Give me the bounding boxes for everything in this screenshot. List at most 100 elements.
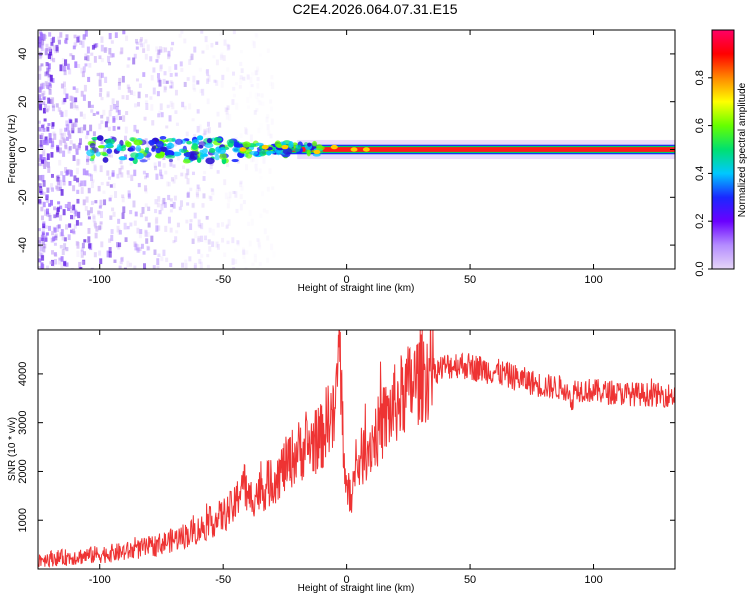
spectrogram-noise-point (45, 71, 49, 75)
spectrogram-noise-point (55, 44, 59, 52)
spectrogram-noise-point (208, 227, 212, 233)
spectrogram-band-blob (316, 145, 325, 151)
spectrogram-noise-point (211, 228, 215, 236)
spectrogram-noise-point (208, 246, 212, 252)
spectrogram-noise-point (221, 222, 225, 227)
spectrogram-noise-point (41, 39, 45, 46)
spectrogram-noise-point (53, 258, 57, 265)
spectrogram-noise-point (42, 191, 46, 196)
spectrogram-noise-point (184, 259, 188, 263)
spectrogram-noise-point (224, 107, 228, 113)
spectrogram-noise-point (167, 53, 171, 60)
spectrogram-noise-point (133, 169, 137, 177)
spectrogram-noise-point (81, 71, 85, 78)
spectrogram-noise-point (59, 32, 63, 38)
spectrogram-noise-point (249, 77, 252, 84)
spectrogram-band-blob (125, 141, 132, 148)
spectrogram-noise-point (58, 147, 62, 154)
spectrogram-noise-point (52, 105, 56, 112)
spectrogram-noise-point (65, 120, 69, 127)
spectrogram-band-blob (96, 135, 104, 142)
spectrogram-noise-point (142, 48, 146, 53)
spectrogram-noise-point (144, 138, 148, 145)
spectrogram-noise-point (173, 195, 177, 201)
y-tick-label: 20 (17, 96, 29, 108)
spectrogram-noise-point (122, 206, 126, 213)
spectrogram-noise-point (196, 194, 200, 199)
spectrogram-noise-point (137, 91, 141, 99)
spectrogram-noise-point (57, 201, 61, 205)
spectrogram-noise-point (96, 111, 100, 115)
spectrogram-noise-point (38, 183, 42, 187)
spectrogram-band-blob (98, 145, 105, 149)
spectrogram-noise-point (89, 124, 93, 132)
spectrogram-noise-point (270, 244, 273, 250)
spectrogram-band-blob (135, 145, 142, 152)
spectrogram-noise-point (63, 65, 67, 72)
spectrogram-noise-point (120, 150, 124, 154)
spectrogram-noise-point (189, 55, 193, 61)
spectrogram-noise-point (90, 200, 94, 205)
spectrogram-noise-point (144, 203, 148, 208)
spectrogram-noise-point (93, 43, 97, 49)
spectrogram-noise-point (139, 41, 143, 46)
spectrogram-band-blob (128, 157, 135, 161)
spectrogram-noise-point (145, 172, 149, 178)
spectrogram-noise-point (46, 71, 50, 76)
spectrogram-noise-point (76, 106, 80, 111)
spectrogram-noise-point (227, 44, 231, 50)
spectrogram-noise-point (82, 113, 86, 120)
spectrogram-noise-point (191, 118, 195, 122)
spectrogram-noise-point (201, 50, 205, 54)
spectrogram-band-blob (151, 145, 157, 150)
spectrogram-noise-point (199, 261, 203, 269)
spectrogram-noise-point (118, 230, 122, 235)
spectrogram-noise-point (95, 225, 99, 232)
spectrogram-noise-point (65, 34, 69, 41)
spectrogram-noise-point (138, 232, 142, 239)
spectrogram-noise-point (42, 90, 46, 95)
spectrogram-noise-point (48, 82, 52, 87)
spectrogram-noise-point (97, 210, 101, 215)
spectrogram-noise-point (111, 207, 115, 212)
spectrogram-noise-point (108, 32, 112, 40)
spectrogram-noise-point (132, 91, 136, 96)
spectrogram-noise-point (53, 214, 57, 219)
spectrogram-noise-point (39, 84, 43, 90)
spectrogram-noise-point (140, 243, 144, 249)
spectrogram-noise-point (228, 114, 231, 121)
spectrogram-noise-point (39, 103, 43, 111)
spectrogram-noise-point (240, 133, 243, 138)
spectrogram-noise-point (75, 145, 79, 152)
spectrogram-noise-point (109, 184, 113, 188)
spectrogram-noise-point (244, 164, 248, 171)
spectrogram-noise-point (72, 215, 76, 220)
spectrogram-noise-point (40, 144, 44, 149)
spectrogram-noise-point (38, 124, 42, 132)
spectrogram-noise-point (38, 175, 42, 181)
spectrogram-noise-point (226, 203, 230, 209)
spectrogram-noise-point (48, 46, 52, 52)
spectrogram-noise-point (90, 109, 94, 113)
spectrogram-noise-point (64, 109, 68, 117)
spectrogram-noise-point (206, 253, 210, 258)
spectrogram-noise-point (266, 235, 270, 241)
spectrogram-noise-point (252, 155, 256, 162)
spectrogram-noise-point (108, 197, 112, 202)
spectrogram-noise-point (48, 137, 52, 144)
spectrogram-noise-point (100, 72, 104, 78)
spectrogram-noise-point (227, 196, 231, 203)
spectrogram-noise-point (219, 32, 223, 37)
spectrogram-noise-point (58, 139, 62, 145)
spectrogram-band-blob (204, 142, 214, 148)
spectrogram-noise-point (38, 199, 42, 204)
spectrogram-noise-point (143, 263, 147, 269)
spectrogram-noise-point (269, 99, 273, 104)
spectrogram-noise-point (54, 233, 58, 238)
spectrogram-noise-point (231, 258, 235, 265)
spectrogram-noise-point (98, 79, 102, 87)
spectrogram-noise-point (59, 128, 63, 136)
spectrogram-noise-point (38, 93, 42, 101)
spectrogram-noise-point (186, 178, 190, 185)
spectrogram-noise-point (51, 125, 55, 129)
